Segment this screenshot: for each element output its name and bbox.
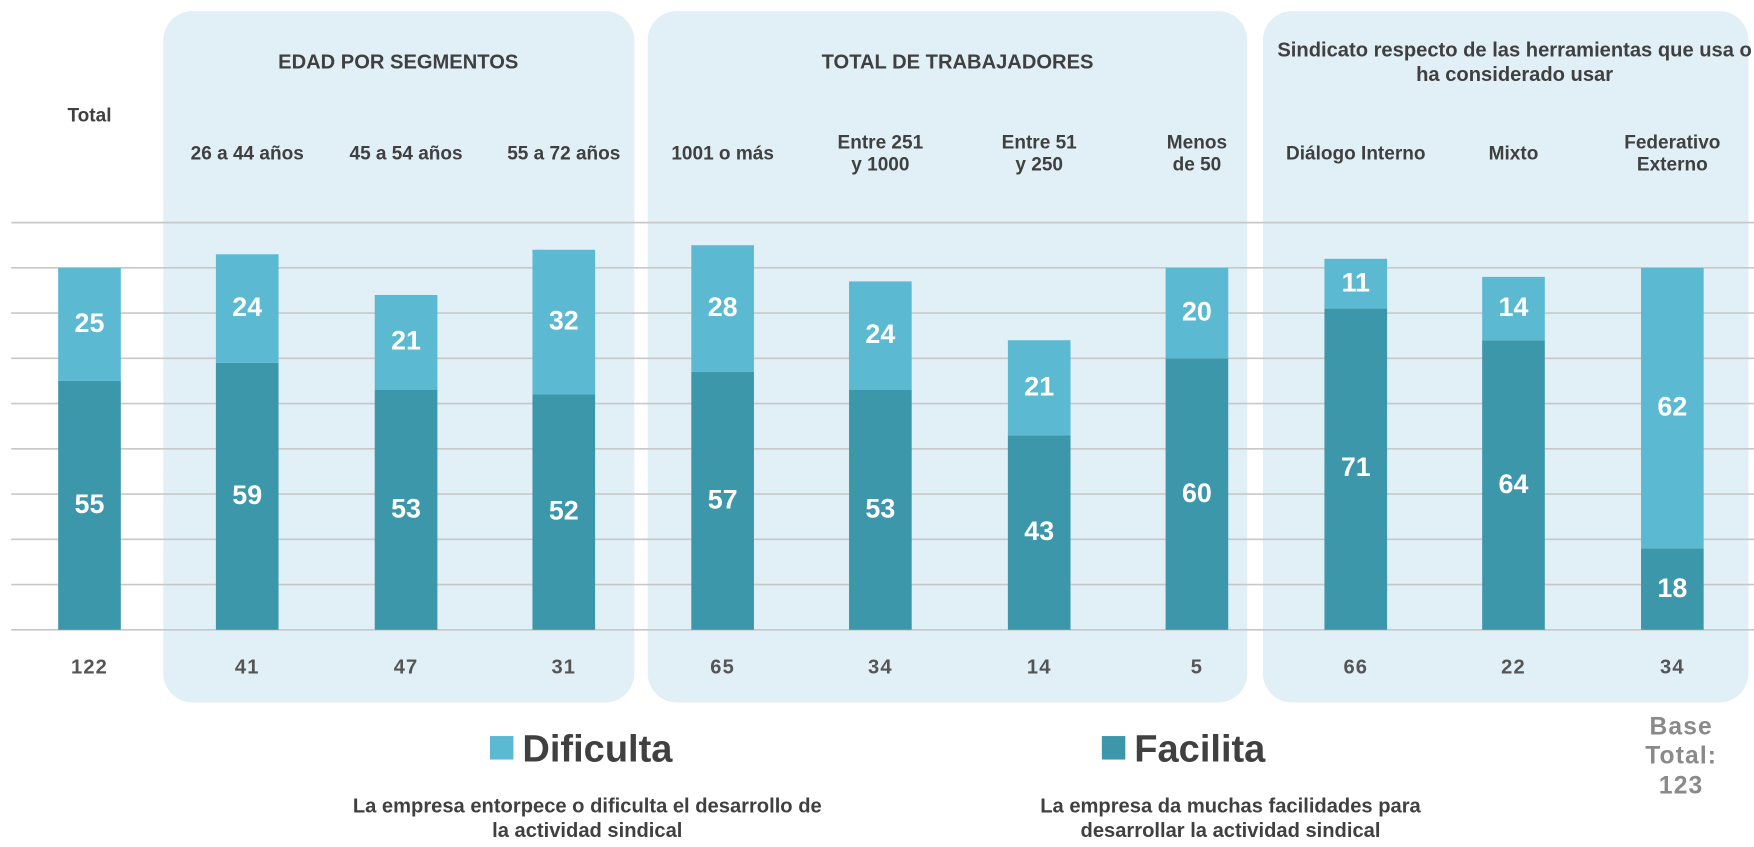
footnote: Base Total: 123 — [1645, 711, 1718, 799]
value-label: 11 — [1341, 267, 1370, 298]
bar-segment — [374, 294, 438, 391]
sample-size: 31 — [551, 655, 577, 679]
value-label: 52 — [548, 496, 579, 527]
value-label: 18 — [1657, 572, 1688, 604]
bar-segment — [374, 390, 438, 630]
sample-size: 41 — [234, 655, 260, 679]
category-label: 1001 o más — [671, 142, 774, 165]
bar-segment — [1165, 267, 1229, 359]
category-label: Menos de 50 — [1166, 131, 1228, 176]
category-label: Federativo Externo — [1624, 131, 1721, 176]
bar-segment — [1007, 340, 1071, 436]
sample-size: 14 — [1026, 655, 1052, 679]
bar-segment — [849, 281, 912, 391]
panel — [647, 11, 1248, 703]
sample-size: 122 — [71, 655, 108, 679]
group-title: Sindicato respecto de las herramientas q… — [1277, 38, 1752, 86]
value-label: 21 — [391, 326, 421, 357]
value-label: 53 — [865, 493, 896, 524]
bar-segment — [1482, 276, 1545, 341]
legend-swatch — [1101, 736, 1126, 760]
sample-size: 34 — [868, 655, 893, 679]
category-label: Diálogo Interno — [1286, 142, 1426, 165]
bar-segment — [691, 245, 754, 372]
legend-label: Facilita — [1134, 727, 1266, 771]
legend-description: La empresa da muchas facilidades para de… — [1040, 794, 1421, 842]
sample-size: 22 — [1501, 655, 1526, 679]
bar-segment — [1007, 435, 1071, 630]
legend-description: La empresa entorpece o dificulta el desa… — [352, 794, 822, 842]
bar-segment — [1641, 267, 1704, 549]
value-label: 21 — [1024, 371, 1055, 402]
bar-segment — [849, 390, 912, 630]
category-label: 55 a 72 años — [507, 142, 621, 165]
bar-segment — [1641, 548, 1704, 630]
bar-segment — [1324, 308, 1388, 630]
category-label: Entre 51 y 250 — [1001, 131, 1077, 176]
value-label: 64 — [1498, 468, 1529, 500]
bar-segment — [691, 371, 754, 630]
value-label: 57 — [707, 484, 738, 515]
bar-segment — [532, 394, 596, 630]
category-label: Entre 251 y 1000 — [837, 131, 924, 176]
sample-size: 5 — [1190, 655, 1204, 679]
sample-size: 65 — [710, 655, 735, 679]
bar-segment — [58, 267, 121, 381]
group-title: TOTAL DE TRABAJADORES — [821, 50, 1094, 73]
value-label: 59 — [232, 480, 263, 511]
bar-segment — [215, 362, 279, 630]
value-label: 24 — [232, 292, 263, 323]
value-label: 28 — [707, 292, 738, 323]
category-label: 45 a 54 años — [349, 142, 463, 165]
value-label: 14 — [1498, 292, 1529, 323]
value-label: 24 — [865, 319, 896, 350]
bar-segment — [215, 254, 279, 363]
bar-segment — [1482, 340, 1545, 630]
value-label: 60 — [1181, 477, 1212, 509]
bar-segment — [1165, 358, 1229, 630]
sample-size: 34 — [1660, 655, 1685, 679]
sample-size: 66 — [1343, 655, 1369, 679]
value-label: 71 — [1340, 453, 1371, 484]
value-label: 55 — [74, 489, 105, 520]
value-label: 32 — [548, 306, 579, 337]
bar-segment — [1324, 258, 1388, 309]
value-label: 43 — [1024, 516, 1055, 547]
category-label: Mixto — [1488, 142, 1539, 165]
value-label: 25 — [74, 308, 105, 339]
category-label: Total — [67, 104, 112, 127]
value-label: 62 — [1657, 391, 1688, 423]
category-label: 26 a 44 años — [190, 142, 304, 165]
legend-label: Dificulta — [522, 727, 673, 771]
bar-segment — [58, 380, 121, 630]
group-title: EDAD POR SEGMENTOS — [278, 50, 519, 73]
bar-segment — [532, 249, 596, 395]
sample-size: 47 — [393, 655, 419, 679]
value-label: 20 — [1181, 296, 1212, 328]
legend-swatch — [489, 736, 514, 760]
value-label: 53 — [391, 493, 421, 524]
